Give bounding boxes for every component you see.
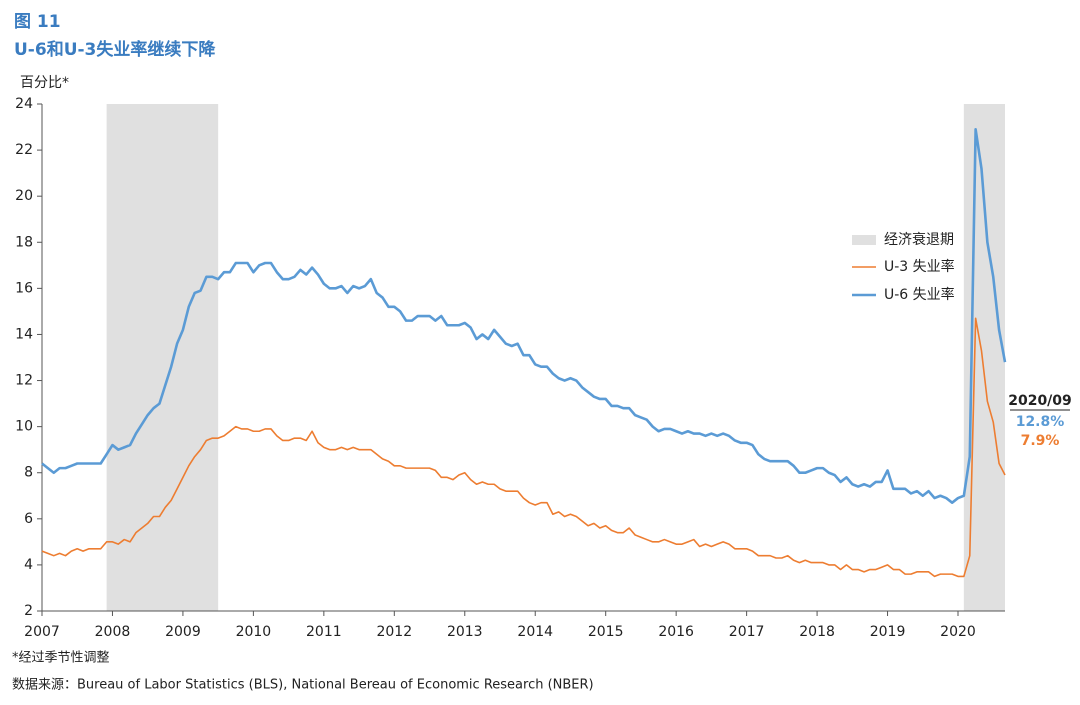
x-tick-label: 2016: [658, 624, 694, 640]
legend-label: U-6 失业率: [884, 286, 955, 303]
source: 数据来源：Bureau of Labor Statistics (BLS), N…: [12, 678, 594, 693]
x-tick-label: 2015: [588, 624, 624, 640]
y-tick-label: 10: [15, 419, 33, 435]
x-tick-label: 2013: [447, 624, 483, 640]
x-tick-label: 2009: [165, 624, 201, 640]
y-tick-label: 20: [15, 188, 33, 204]
x-tick-label: 2017: [729, 624, 765, 640]
y-tick-label: 12: [15, 373, 33, 389]
x-tick-label: 2008: [95, 624, 131, 640]
chart-title: 图 11: [14, 12, 61, 32]
x-tick-label: 2014: [517, 624, 553, 640]
y-tick-label: 18: [15, 234, 33, 250]
series-line: [41, 317, 1006, 578]
x-tick-label: 2018: [799, 624, 835, 640]
y-tick-label: 6: [24, 511, 33, 527]
x-tick-label: 2007: [24, 624, 60, 640]
y-tick-label: 22: [15, 142, 33, 158]
end-label: 7.9%: [1021, 433, 1060, 449]
y-tick-label: 14: [15, 326, 33, 342]
x-tick-label: 2012: [376, 624, 412, 640]
y-tick-label: 24: [15, 96, 33, 112]
y-tick-label: 4: [24, 557, 33, 573]
x-tick-label: 2019: [870, 624, 906, 640]
legend-label: U-3 失业率: [884, 258, 955, 275]
x-tick-label: 2011: [306, 624, 342, 640]
chart-subtitle: U-6和U-3失业率继续下降: [14, 39, 216, 60]
y-tick-label: 2: [24, 603, 33, 619]
y-tick-label: 8: [24, 465, 33, 481]
x-tick-label: 2010: [236, 624, 272, 640]
footnote: *经过季节性调整: [12, 651, 110, 666]
series-line: [41, 128, 1007, 504]
annotation: 2020/09: [1008, 393, 1072, 409]
recession-band: [106, 104, 219, 611]
y-tick-label: 16: [15, 280, 33, 296]
x-tick-label: 2020: [940, 624, 976, 640]
legend-label: 经济衰退期: [884, 231, 954, 248]
y-axis-label: 百分比*: [20, 75, 69, 91]
end-label: 12.8%: [1016, 414, 1065, 430]
legend-swatch: [852, 235, 876, 245]
